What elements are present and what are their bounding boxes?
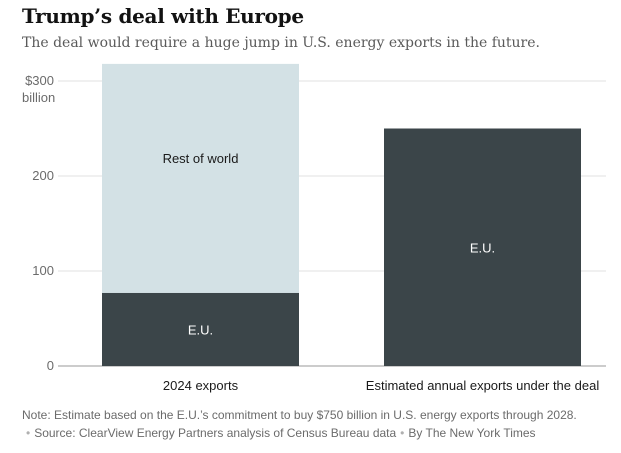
bar-segment-label: E.U.	[188, 322, 213, 337]
chart-subtitle: The deal would require a huge jump in U.…	[22, 35, 540, 51]
x-category-label: Estimated annual exports under the deal	[366, 378, 600, 393]
y-tick-label: $300	[25, 73, 54, 88]
labels: 0 100 200 $300 billion E.U. Rest of world 2024 …	[22, 73, 599, 393]
y-tick-label: 0	[47, 358, 54, 373]
credit-text: By The New York Times	[408, 426, 536, 440]
y-unit-label: billion	[22, 90, 55, 105]
footer-separator: •	[26, 426, 31, 440]
x-category-label: 2024 exports	[163, 378, 239, 393]
chart-title: Trump’s deal with Europe	[22, 4, 304, 28]
bar-segment-e-u	[384, 128, 581, 366]
bar-segment-e-u	[102, 292, 299, 366]
source-text: Source: ClearView Energy Partners analys…	[34, 426, 397, 440]
chart-footnote: Note: Estimate based on the E.U.’s commi…	[22, 406, 607, 442]
y-tick-label: 200	[32, 168, 54, 183]
y-tick-label: 100	[32, 263, 54, 278]
bars	[102, 63, 581, 366]
note-text: Note: Estimate based on the E.U.’s commi…	[22, 408, 577, 422]
footer-separator: •	[400, 426, 405, 440]
bar-segment-rest-of-world	[102, 63, 299, 293]
bar-segment-label: E.U.	[470, 240, 495, 255]
bar-segment-label: Rest of world	[163, 151, 239, 166]
